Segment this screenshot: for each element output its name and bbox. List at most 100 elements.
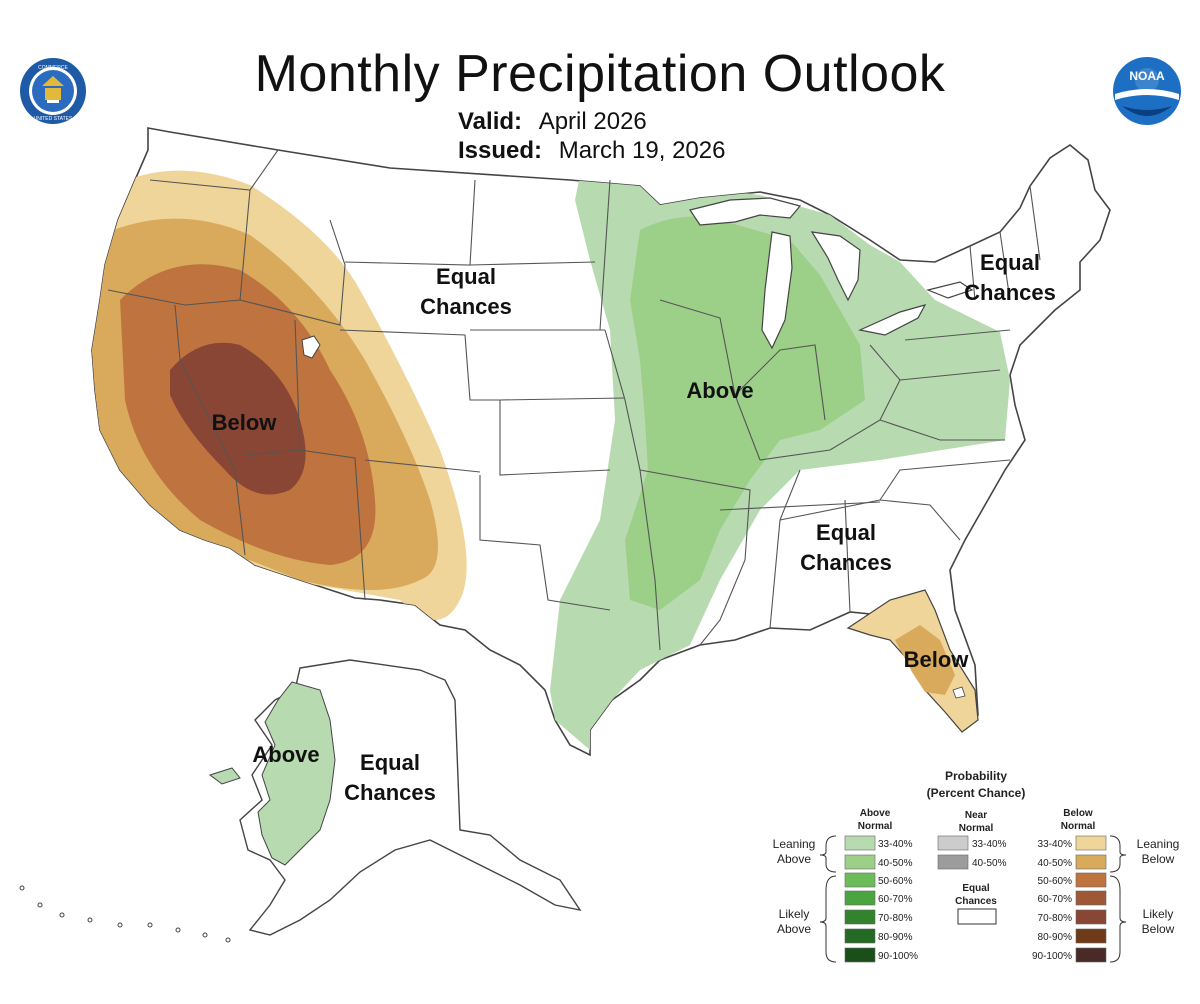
label-southeast-equal-1: Equal xyxy=(816,520,876,545)
legend-above-4-swatch xyxy=(844,909,876,925)
lake-huron xyxy=(810,231,861,302)
legend-above-column: 33-40% 40-50% 50-60% 60-70% 70-80% 80-90% 90-1… xyxy=(844,835,918,963)
label-alaska-equal-2: Chances xyxy=(344,780,436,805)
issued-label: Issued: xyxy=(458,137,543,164)
legend-above-4-label: 70-80% xyxy=(878,913,913,924)
legend-above-head-2: Normal xyxy=(858,821,893,832)
great-salt-lake xyxy=(301,335,321,359)
label-west-below: Below xyxy=(212,410,278,435)
legend-above-5-swatch xyxy=(844,928,876,944)
legend-below-4-swatch xyxy=(1075,909,1107,925)
legend-brace-leaning-above xyxy=(819,835,837,873)
legend-near-0-label: 33-40% xyxy=(972,839,1007,850)
noaa-logo-text: NOAA xyxy=(1129,69,1165,83)
legend-likely-above-2: Above xyxy=(777,922,811,936)
legend-above-1-swatch xyxy=(844,854,876,870)
st-lawrence-island xyxy=(208,767,241,785)
legend-near-column: 33-40% 40-50% xyxy=(937,835,1007,870)
legend-below-6-label: 90-100% xyxy=(1032,951,1072,962)
legend-above-0-swatch xyxy=(844,835,876,851)
legend-title-2: (Percent Chance) xyxy=(927,786,1026,800)
label-plains-equal-2: Chances xyxy=(420,294,512,319)
legend-below-5-swatch xyxy=(1075,928,1107,944)
valid-line: Valid: April 2026 xyxy=(458,108,647,136)
legend-leaning-above-2: Above xyxy=(777,852,811,866)
label-central-above: Above xyxy=(686,378,753,403)
legend-near-head-1: Near xyxy=(965,810,987,821)
lake-okeechobee xyxy=(952,686,966,699)
legend-above-2-label: 50-60% xyxy=(878,876,913,887)
legend-near-1-swatch xyxy=(937,854,969,870)
lake-superior xyxy=(689,197,802,226)
label-northeast-equal-2: Chances xyxy=(964,280,1056,305)
legend-below-2-swatch xyxy=(1075,872,1107,888)
legend-below-5-label: 80-90% xyxy=(1038,932,1073,943)
valid-value: April 2026 xyxy=(538,108,647,135)
lake-erie xyxy=(858,304,927,336)
state-borders xyxy=(107,149,1041,651)
aleutian-islands xyxy=(19,885,231,943)
svg-text:COMMERCE: COMMERCE xyxy=(38,65,68,71)
svg-text:UNITED STATES: UNITED STATES xyxy=(34,116,73,122)
legend-below-3-swatch xyxy=(1075,890,1107,906)
legend-above-1-label: 40-50% xyxy=(878,858,913,869)
legend-brace-likely-below xyxy=(1109,875,1127,963)
legend-below-1-swatch xyxy=(1075,854,1107,870)
legend-above-6-swatch xyxy=(844,947,876,963)
florida-below-40-50 xyxy=(895,625,955,695)
dept-of-commerce-seal: COMMERCE UNITED STATES xyxy=(18,56,88,126)
legend-below-1-label: 40-50% xyxy=(1038,858,1073,869)
legend-below-4-label: 70-80% xyxy=(1038,913,1073,924)
legend-below-0-label: 33-40% xyxy=(1038,839,1073,850)
noaa-logo-icon: NOAA xyxy=(1113,57,1181,125)
legend: Probability (Percent Chance) Above Norma… xyxy=(773,769,1180,963)
legend-above-3-swatch xyxy=(844,890,876,906)
legend-near-head-2: Normal xyxy=(959,823,994,834)
legend-leaning-above-1: Leaning xyxy=(773,837,816,851)
noaa-logo: NOAA xyxy=(1112,56,1182,126)
legend-equal-1: Equal xyxy=(962,883,989,894)
legend-above-0-label: 33-40% xyxy=(878,839,913,850)
legend-above-6-label: 90-100% xyxy=(878,951,918,962)
west-below-60-70 xyxy=(170,342,306,495)
legend-leaning-below-1: Leaning xyxy=(1137,837,1180,851)
legend-below-head-2: Normal xyxy=(1061,821,1096,832)
lake-ontario xyxy=(926,281,974,299)
page-title: Monthly Precipitation Outlook xyxy=(254,45,946,103)
legend-near-1-label: 40-50% xyxy=(972,858,1007,869)
label-alaska-equal-1: Equal xyxy=(360,750,420,775)
legend-above-head-1: Above xyxy=(860,808,891,819)
issued-line: Issued: March 19, 2026 xyxy=(458,137,725,165)
legend-brace-leaning-below xyxy=(1109,835,1127,873)
issued-value: March 19, 2026 xyxy=(558,137,726,164)
legend-above-5-label: 80-90% xyxy=(878,932,913,943)
legend-above-2-swatch xyxy=(844,872,876,888)
label-florida-below: Below xyxy=(904,647,970,672)
label-plains-equal-1: Equal xyxy=(436,264,496,289)
dept-of-commerce-seal-icon: COMMERCE UNITED STATES xyxy=(20,58,86,124)
lake-michigan xyxy=(761,231,793,350)
legend-near-0-swatch xyxy=(937,835,969,851)
legend-below-0-swatch xyxy=(1075,835,1107,851)
label-alaska-above: Above xyxy=(252,742,319,767)
label-southeast-equal-2: Chances xyxy=(800,550,892,575)
legend-equal-swatch xyxy=(957,908,997,925)
legend-below-column: 33-40% 40-50% 50-60% 60-70% 70-80% 80-90% 90-1… xyxy=(1032,835,1107,963)
legend-leaning-below-2: Below xyxy=(1142,852,1175,866)
legend-likely-below-1: Likely xyxy=(1143,907,1174,921)
legend-likely-below-2: Below xyxy=(1142,922,1175,936)
legend-below-6-swatch xyxy=(1075,947,1107,963)
legend-likely-above-1: Likely xyxy=(779,907,810,921)
alaska-above-33-40 xyxy=(257,681,336,866)
legend-title-1: Probability xyxy=(945,769,1007,783)
legend-above-3-label: 60-70% xyxy=(878,894,913,905)
legend-below-2-label: 50-60% xyxy=(1038,876,1073,887)
valid-label: Valid: xyxy=(458,108,523,135)
legend-equal-2: Chances xyxy=(955,896,997,907)
legend-below-head-1: Below xyxy=(1063,808,1093,819)
legend-brace-likely-above xyxy=(819,875,837,963)
central-above-40-50 xyxy=(625,216,865,610)
label-northeast-equal-1: Equal xyxy=(980,250,1040,275)
